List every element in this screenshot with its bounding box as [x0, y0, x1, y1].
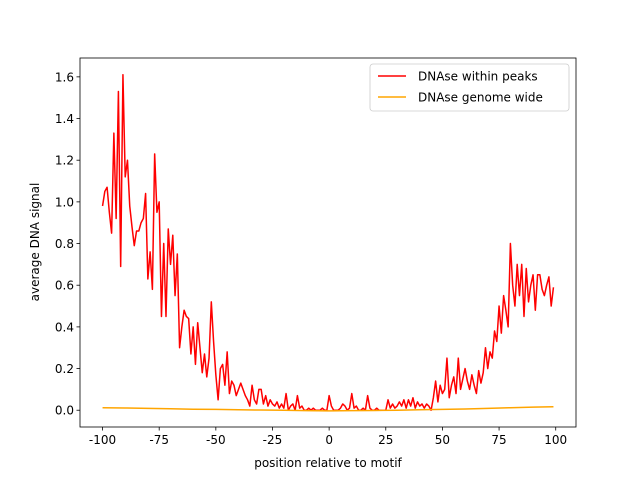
- y-tick-label: 0.6: [55, 279, 74, 293]
- data-line: [102, 405, 554, 412]
- x-tick-label: 75: [491, 433, 506, 447]
- x-tick-label: -50: [206, 433, 226, 447]
- y-tick-label: 0.2: [55, 362, 74, 376]
- x-tick-label: 0: [325, 433, 333, 447]
- legend-label: DNAse genome wide: [418, 91, 543, 105]
- x-tick-label: -75: [149, 433, 169, 447]
- y-axis-label: average DNA signal: [28, 183, 42, 302]
- axes-frame: [79, 57, 577, 428]
- legend-label: DNAse within peaks: [418, 70, 538, 84]
- x-tick-label: -100: [89, 433, 116, 447]
- y-tick-label: 1.4: [55, 112, 74, 126]
- y-tick-label: 0.8: [55, 237, 74, 251]
- x-tick-label: 25: [378, 433, 393, 447]
- data-line: [101, 74, 555, 411]
- x-tick-label: -25: [263, 433, 283, 447]
- y-tick-label: 1.2: [55, 154, 74, 168]
- y-tick-label: 1.6: [55, 70, 74, 84]
- legend-box: [369, 63, 570, 112]
- y-tick-label: 0.0: [55, 404, 74, 418]
- y-tick-label: 1.0: [55, 195, 74, 209]
- plot-area: [101, 74, 555, 412]
- x-tick-label: 100: [544, 433, 567, 447]
- x-axis-label: position relative to motif: [254, 456, 402, 470]
- x-tick-label: 50: [435, 433, 450, 447]
- y-tick-label: 0.4: [55, 320, 74, 334]
